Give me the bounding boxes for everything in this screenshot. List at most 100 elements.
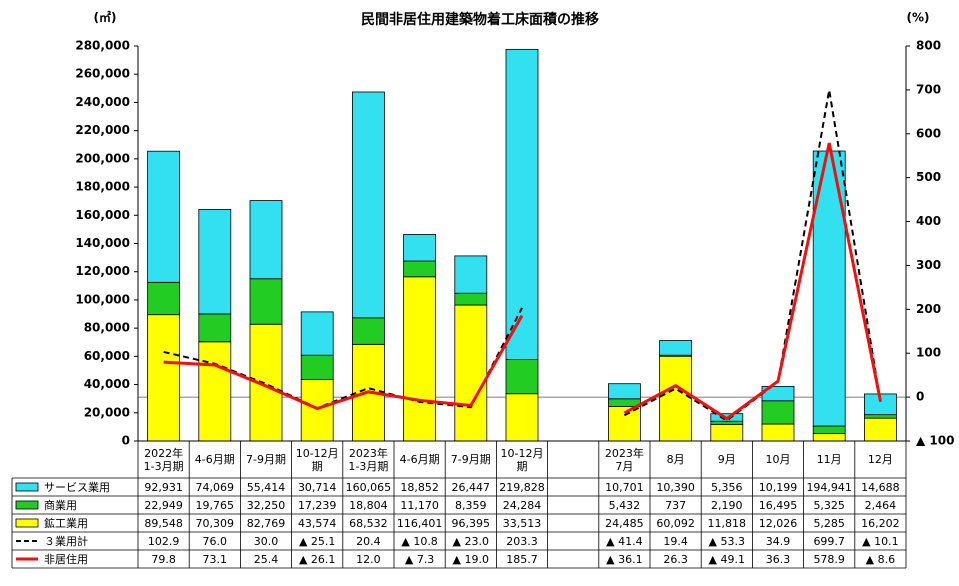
table-value: ▲ 26.1 [298, 552, 336, 566]
y-tick-label: 20,000 [84, 405, 130, 419]
bar-segment [403, 234, 437, 262]
table-value: ▲ 23.0 [452, 534, 489, 548]
table-value: 17,239 [297, 498, 337, 512]
table-value: 20.4 [356, 534, 381, 548]
table-value: 19.4 [663, 534, 688, 548]
x-tick-label: 2022年 1-3月期 [143, 446, 184, 473]
table-value: 22,949 [144, 498, 183, 512]
table-value: 8,359 [455, 498, 487, 512]
y2-tick-label: 600 [916, 126, 941, 140]
legend-label: 商業用 [44, 498, 77, 512]
table-value: ▲ 7.3 [404, 552, 435, 566]
table-value: 2,464 [864, 498, 897, 512]
x-tick-label: 4-6月期 [399, 453, 440, 466]
bar-segment [812, 433, 846, 442]
bar-segment [864, 417, 897, 442]
table-value: ▲ 19.0 [452, 552, 489, 566]
y2-tick-label: 400 [916, 214, 941, 228]
bar-segment [505, 393, 539, 442]
y-tick-label: 240,000 [75, 95, 130, 109]
table-value: 737 [665, 498, 687, 512]
legend-label: サービス業用 [44, 480, 110, 494]
y-tick-label: 220,000 [75, 123, 130, 137]
line [623, 142, 882, 421]
bar-segment [710, 423, 744, 442]
table-value: 12,026 [758, 516, 798, 530]
chart-title: 民間非居住用建築物着工床面積の推移 [361, 11, 599, 28]
bar-segment [454, 292, 488, 306]
table-value: 16,202 [861, 516, 900, 530]
table-value: 185.7 [506, 552, 538, 566]
table-value: 34.9 [765, 534, 791, 548]
legend-label: 鉱工業用 [44, 516, 88, 530]
table-value: 26.3 [663, 552, 688, 566]
y2-tick-label: 700 [916, 82, 941, 96]
table-value: ▲ 36.1 [606, 552, 643, 566]
table-value: 699.7 [813, 534, 845, 548]
table-value: 10,199 [758, 480, 798, 494]
y-tick-label: 280,000 [75, 39, 130, 53]
y2-tick-label: 0 [916, 390, 924, 404]
y-tick-label: 60,000 [84, 349, 130, 363]
bar-segment [454, 304, 488, 442]
table-value: 219,828 [499, 480, 545, 494]
bar-segment [249, 278, 283, 325]
table-value: 30,714 [297, 480, 337, 494]
table-value: 18,804 [349, 498, 388, 512]
bar-segment [198, 209, 232, 315]
table-value: ▲ 8.6 [865, 552, 896, 566]
table-value: 24,485 [605, 516, 644, 530]
bar-segment [659, 340, 692, 356]
line [163, 314, 524, 411]
table-value: 16,495 [758, 498, 798, 512]
bar-segment [198, 313, 232, 343]
bar-segment [608, 383, 641, 400]
x-tick-label: 7-9月期 [450, 453, 491, 466]
table-value: ▲ 41.4 [606, 534, 643, 548]
y-tick-label: 140,000 [75, 236, 130, 250]
y-tick-label: 180,000 [75, 180, 130, 194]
table-value: 12.0 [356, 552, 381, 566]
bar-segment [351, 317, 385, 345]
table-value: 60,092 [656, 516, 695, 530]
table-value: 2,190 [711, 498, 743, 512]
x-tick-label: 12月 [867, 453, 893, 466]
bar-segment [761, 423, 795, 442]
table-value: 11,170 [400, 498, 439, 512]
y-tick-label: 120,000 [75, 264, 130, 278]
bar-segment [505, 359, 539, 395]
table-value: 26,447 [451, 480, 491, 494]
legend-label: ３業用計 [44, 534, 88, 548]
table-value: 11,818 [707, 516, 747, 530]
bar-segment [198, 341, 232, 442]
table-value: 5,356 [711, 480, 743, 494]
bar-segment [761, 400, 795, 425]
table-value: 19,765 [195, 498, 235, 512]
bar-segment [351, 91, 385, 319]
table-value: 194,941 [806, 480, 852, 494]
y-tick-label: 200,000 [75, 151, 130, 165]
legend-swatch [15, 500, 39, 510]
x-tick-label: 10-12月 期 [500, 446, 544, 473]
bar-segment [454, 255, 488, 294]
table-value: 74,069 [195, 480, 235, 494]
x-tick-label: 8月 [666, 453, 685, 466]
legend-label: 非居住用 [44, 552, 88, 566]
bar-segment [147, 281, 181, 316]
x-tick-label: 9月 [717, 453, 736, 466]
table-value: 82,769 [246, 516, 286, 530]
y-tick-label: 160,000 [75, 208, 130, 222]
table-value: 24,284 [502, 498, 542, 512]
table-value: 5,285 [813, 516, 845, 530]
table-value: ▲ 10.8 [401, 534, 438, 548]
x-tick-label: 7-9月期 [246, 453, 286, 466]
table-value: 70,309 [195, 516, 235, 530]
table-value: 5,325 [813, 498, 845, 512]
x-tick-label: 2023年 1-3月期 [348, 446, 389, 473]
table-value: 578.9 [813, 552, 845, 566]
table-value: 102.9 [147, 534, 180, 548]
table-value: ▲ 10.1 [862, 534, 899, 548]
table-value: ▲ 25.1 [298, 534, 336, 548]
